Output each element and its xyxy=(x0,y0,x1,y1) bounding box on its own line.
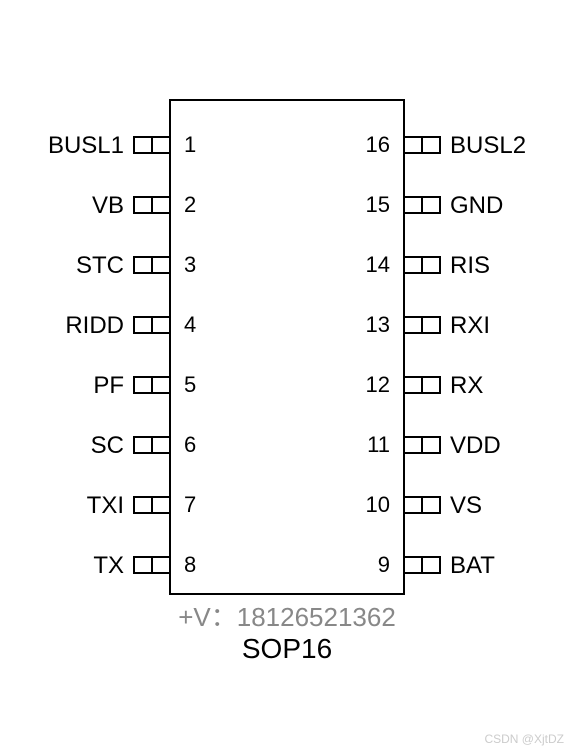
pin-lead-right xyxy=(422,257,440,273)
pin-lead-right xyxy=(404,257,422,273)
pin-number: 6 xyxy=(184,432,196,457)
pin-lead-right xyxy=(422,497,440,513)
pin-label: VB xyxy=(92,192,124,219)
pin-number: 2 xyxy=(184,192,196,217)
pin-lead-left xyxy=(152,257,170,273)
pin-label: RIDD xyxy=(65,312,124,339)
pin-label: TXI xyxy=(87,492,124,519)
pin-lead-left xyxy=(152,497,170,513)
pin-number: 10 xyxy=(366,492,390,517)
pin-lead-left xyxy=(152,137,170,153)
pin-lead-left xyxy=(134,557,152,573)
pin-lead-left xyxy=(134,497,152,513)
pin-number: 11 xyxy=(367,432,390,457)
pin-label: BUSL2 xyxy=(450,132,526,159)
pin-label: TX xyxy=(93,552,124,579)
pin-number: 5 xyxy=(184,372,196,397)
watermark: CSDN @XjtDZ xyxy=(484,732,564,746)
chip-svg: 1 BUSL1 2 VB 3 STC 4 RIDD 5 PF 6 SC 7 TXI 8 TX 16 BUSL2 15… xyxy=(0,0,574,752)
pin-lead-left xyxy=(152,317,170,333)
pin-lead-left xyxy=(134,257,152,273)
pin-label: PF xyxy=(93,372,124,399)
pin-label: VS xyxy=(450,492,482,519)
pin-label: RX xyxy=(450,372,483,399)
pin-lead-right xyxy=(422,137,440,153)
pin-number: 7 xyxy=(184,492,196,517)
pin-label: GND xyxy=(450,192,503,219)
pin-label: VDD xyxy=(450,432,501,459)
pin-lead-right xyxy=(404,377,422,393)
pin-label: BAT xyxy=(450,552,495,579)
pin-number: 4 xyxy=(184,312,196,337)
pin-number: 1 xyxy=(184,132,196,157)
pin-number: 8 xyxy=(184,552,196,577)
pin-label: SC xyxy=(91,432,124,459)
pin-number: 16 xyxy=(366,132,390,157)
pin-lead-left xyxy=(134,197,152,213)
pin-lead-left xyxy=(134,437,152,453)
pin-number: 12 xyxy=(366,372,390,397)
pin-label: RIS xyxy=(450,252,490,279)
pin-lead-left xyxy=(134,137,152,153)
pin-number: 3 xyxy=(184,252,196,277)
pin-label: STC xyxy=(76,252,124,279)
pin-lead-right xyxy=(404,437,422,453)
pin-lead-left xyxy=(134,377,152,393)
pin-lead-right xyxy=(422,317,440,333)
pin-number: 13 xyxy=(366,312,390,337)
pin-number: 15 xyxy=(366,192,390,217)
pin-lead-right xyxy=(404,557,422,573)
pin-lead-right xyxy=(404,497,422,513)
pin-label: RXI xyxy=(450,312,490,339)
pin-lead-left xyxy=(152,377,170,393)
pin-number: 14 xyxy=(366,252,390,277)
pin-lead-right xyxy=(422,197,440,213)
pin-lead-left xyxy=(152,437,170,453)
pin-lead-right xyxy=(404,317,422,333)
pin-number: 9 xyxy=(378,552,390,577)
pin-lead-right xyxy=(422,437,440,453)
pin-lead-right xyxy=(404,197,422,213)
contact-text: +V：18126521362 xyxy=(178,602,396,632)
package-label: SOP16 xyxy=(242,633,332,664)
pin-lead-left xyxy=(152,197,170,213)
pin-lead-right xyxy=(422,377,440,393)
chip-pinout-diagram: 1 BUSL1 2 VB 3 STC 4 RIDD 5 PF 6 SC 7 TXI 8 TX 16 BUSL2 15… xyxy=(0,0,574,752)
pin-lead-left xyxy=(152,557,170,573)
pin-label: BUSL1 xyxy=(48,132,124,159)
pin-lead-right xyxy=(404,137,422,153)
pin-lead-left xyxy=(134,317,152,333)
chip-body xyxy=(170,100,404,594)
pin-lead-right xyxy=(422,557,440,573)
